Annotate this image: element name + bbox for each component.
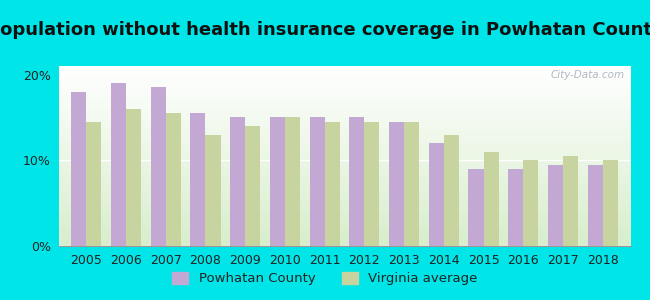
Bar [111,83,126,246]
Bar [72,92,86,246]
Bar [603,160,618,246]
Legend: Powhatan County, Virginia average: Powhatan County, Virginia average [167,266,483,290]
Bar [444,135,459,246]
Bar [190,113,205,246]
Bar [349,117,365,246]
Bar [365,122,380,246]
Bar [548,165,563,246]
Bar [484,152,499,246]
Bar [151,87,166,246]
Bar [324,122,340,246]
Bar [126,109,141,246]
Bar [404,122,419,246]
Bar [563,156,578,246]
Bar [270,117,285,246]
Text: Population without health insurance coverage in Powhatan County: Population without health insurance cove… [0,21,650,39]
Bar [389,122,404,246]
Text: City-Data.com: City-Data.com [551,70,625,80]
Bar [309,117,324,246]
Bar [469,169,484,246]
Bar [245,126,260,246]
Bar [285,117,300,246]
Bar [166,113,181,246]
Bar [205,135,220,246]
Bar [588,165,603,246]
Bar [429,143,444,246]
Bar [523,160,538,246]
Bar [230,117,245,246]
Bar [86,122,101,246]
Bar [508,169,523,246]
